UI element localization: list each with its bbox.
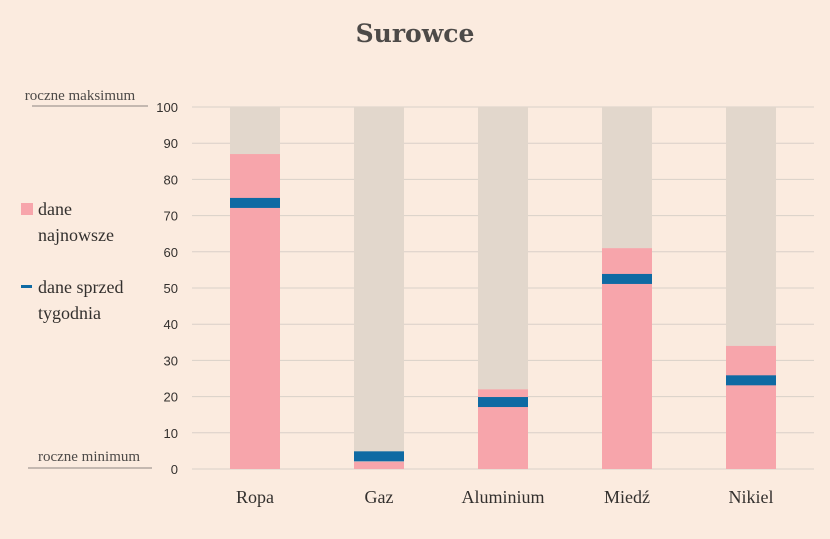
legend-week-ago-line2: tygodnia xyxy=(38,303,101,323)
latest-bar xyxy=(602,248,652,469)
category-label: Aluminium xyxy=(461,487,544,507)
week-ago-marker xyxy=(354,451,404,462)
latest-bar xyxy=(726,345,776,469)
y-axis-ticks: 0 10 20 30 40 50 60 70 80 90 100 xyxy=(156,100,178,477)
category-label: Miedź xyxy=(604,487,650,507)
y-tick-label: 0 xyxy=(171,462,178,477)
x-axis-labels: Ropa Gaz Aluminium Miedź Nikiel xyxy=(236,487,774,507)
week-ago-marker xyxy=(478,397,528,408)
y-tick-label: 10 xyxy=(164,426,178,441)
week-ago-marker xyxy=(602,273,652,284)
y-tick-label: 50 xyxy=(164,281,178,296)
week-ago-marker xyxy=(230,197,280,208)
y-tick-label: 30 xyxy=(164,353,178,368)
category-label: Gaz xyxy=(365,487,394,507)
annual-max-label: roczne maksimum xyxy=(25,88,136,104)
y-tick-label: 80 xyxy=(164,172,178,187)
category-label: Nikiel xyxy=(729,487,774,507)
y-tick-label: 60 xyxy=(164,245,178,260)
legend-latest-swatch xyxy=(21,203,33,215)
category-label: Ropa xyxy=(236,487,274,507)
legend-week-ago-marker xyxy=(21,285,32,288)
legend: dane najnowsze dane sprzed tygodnia xyxy=(21,199,123,323)
y-tick-label: 100 xyxy=(156,100,178,115)
week-ago-markers xyxy=(230,197,776,462)
range-bar xyxy=(354,107,404,469)
chart-title: Surowce xyxy=(356,19,475,48)
legend-latest-line1: dane xyxy=(38,199,72,219)
y-tick-label: 20 xyxy=(164,390,178,405)
legend-latest-line2: najnowsze xyxy=(38,225,114,245)
y-tick-label: 90 xyxy=(164,136,178,151)
legend-week-ago-line1: dane sprzed xyxy=(38,277,123,297)
week-ago-marker xyxy=(726,375,776,386)
y-tick-label: 70 xyxy=(164,209,178,224)
y-tick-label: 40 xyxy=(164,317,178,332)
annual-min-label: roczne minimum xyxy=(38,449,140,465)
latest-bar xyxy=(354,461,404,469)
